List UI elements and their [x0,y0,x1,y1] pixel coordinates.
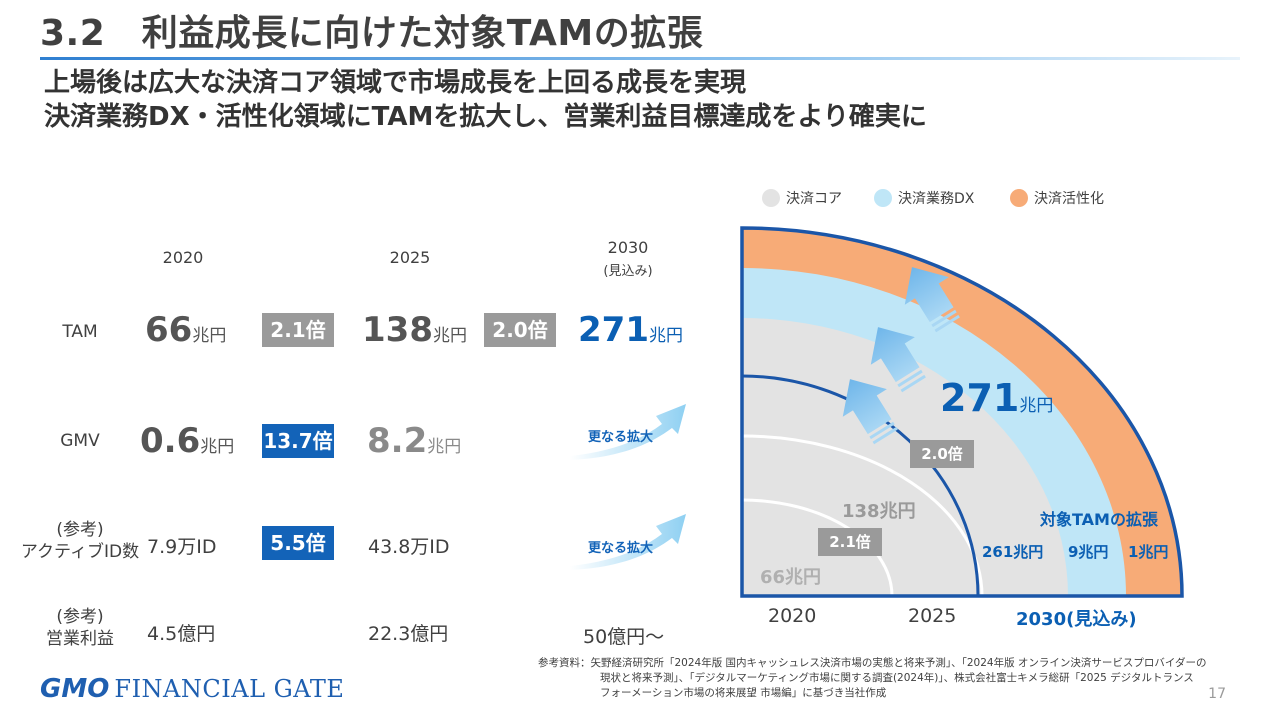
ring-2030-core-outline [741,374,980,597]
row-label-tam: TAM [62,322,98,342]
tam-2025-unit: 兆円 [432,326,467,346]
tam-2025-number: 138 [362,310,433,350]
profit-2030-value: 50億円～ [583,626,665,648]
page-number: 17 [1208,686,1226,702]
year-2020-header: 2020 [162,248,204,267]
legend-dx-label: 決済業務DX [898,191,975,207]
diagram-multiplier-upper: 2.0倍 [910,440,974,468]
legend-dx: 決済業務DX [874,188,974,208]
diagram-outline [740,226,1184,598]
active-multiplier: 5.5倍 [262,526,334,560]
reference-line-1: 参考資料：矢野経済研究所「2024年版 国内キャッシュレス決済市場の実態と将来予… [538,657,1207,669]
axis-2025: 2025 [908,605,957,627]
gmv-2025-number: 8.2 [367,421,428,461]
active-further-expansion: 更なる拡大 [588,541,654,556]
tam-2030-number: 271 [578,310,649,350]
reference-line-3: フォーメーション市場の将来展望 市場編」に基づき当社作成 [600,687,887,699]
tam-2020-number: 66 [145,310,193,350]
legend-activation-dot [1010,189,1028,207]
diagram-total-number: 271 [940,376,1020,420]
year-2025-header: 2025 [389,248,431,267]
logo-financial-gate-text: FINANCIAL GATE [114,675,345,703]
tam-2030-value: 271兆円 [578,310,683,350]
growth-arrow-3 [904,267,960,333]
axis-2020: 2020 [768,605,817,627]
profit-2020-value: 4.5億円 [147,623,216,645]
legend-activation: 決済活性化 [1010,188,1104,208]
gmv-multiplier: 13.7倍 [262,424,334,458]
gmv-2020-value: 0.6兆円 [140,421,234,461]
arc-core [742,318,1068,596]
active-further-arrow-graphic [570,514,686,570]
row-label-gmv: GMV [60,431,100,451]
diagram-expansion-title: 対象TAMの拡張 [1040,510,1158,529]
year-2030-note: (見込み) [603,264,653,279]
tam-2020-unit: 兆円 [192,326,227,346]
row-label-profit: 営業利益 [46,629,114,649]
legend-core-dot [762,189,780,207]
tam-multiplier-2: 2.0倍 [484,313,556,347]
logo-gmo-text: GMO [40,674,110,704]
legend-core-label: 決済コア [786,191,842,207]
diagram-2020-value: 66兆円 [760,567,822,588]
row-label-profit-note: (参考) [56,607,104,627]
diagram-seg-core: 261兆円 [982,543,1044,561]
subtitle-line-2: 決済業務DX・活性化領域にTAMを拡大し、営業利益目標達成をより確実に [44,102,927,132]
tam-2020-value: 66兆円 [145,310,226,350]
diagram-multiplier-lower: 2.1倍 [818,528,882,556]
gmv-further-expansion: 更なる拡大 [588,430,654,445]
diagram-total-value: 271兆円 [940,376,1053,420]
diagram-total-unit: 兆円 [1019,396,1054,416]
diagram-seg-activation: 1兆円 [1128,543,1169,561]
active-2025-value: 43.8万ID [368,536,450,558]
legend-activation-label: 決済活性化 [1034,191,1104,207]
page-title: 3.2 利益成長に向けた対象TAMの拡張 [40,13,704,54]
gmv-2020-number: 0.6 [140,421,201,461]
axis-2030: 2030(見込み) [1016,609,1137,630]
growth-arrow-1 [842,379,898,445]
tam-2030-unit: 兆円 [648,326,683,346]
growth-arrow-2 [870,327,926,393]
company-logo: GMO FINANCIAL GATE [40,674,344,704]
gmv-2025-value: 8.2兆円 [367,421,461,461]
active-2020-value: 7.9万ID [147,536,217,558]
reference-line-2: 現状と将来予測」、「デジタルマーケティング市場に関する調査(2024年)」、株式… [600,672,1194,684]
gmv-2020-unit: 兆円 [200,437,235,457]
legend-dx-dot [874,189,892,207]
title-underline [40,57,1240,60]
row-label-active-note: (参考) [56,520,104,540]
diagram-seg-dx: 9兆円 [1068,543,1109,561]
tam-2025-value: 138兆円 [362,310,467,350]
subtitle-line-1: 上場後は広大な決済コア領域で市場成長を上回る成長を実現 [44,68,747,98]
diagram-2025-value: 138兆円 [842,501,916,522]
gmv-further-arrow-graphic [570,404,686,460]
row-label-active: アクティブID数 [20,542,140,562]
year-2030-header: 2030 [607,238,649,257]
tam-multiplier-1: 2.1倍 [262,313,334,347]
reference-note: 参考資料：矢野経済研究所「2024年版 国内キャッシュレス決済市場の実態と将来予… [538,656,1207,701]
gmv-2025-unit: 兆円 [427,437,462,457]
profit-2025-value: 22.3億円 [368,623,449,645]
legend-core: 決済コア [762,188,842,208]
